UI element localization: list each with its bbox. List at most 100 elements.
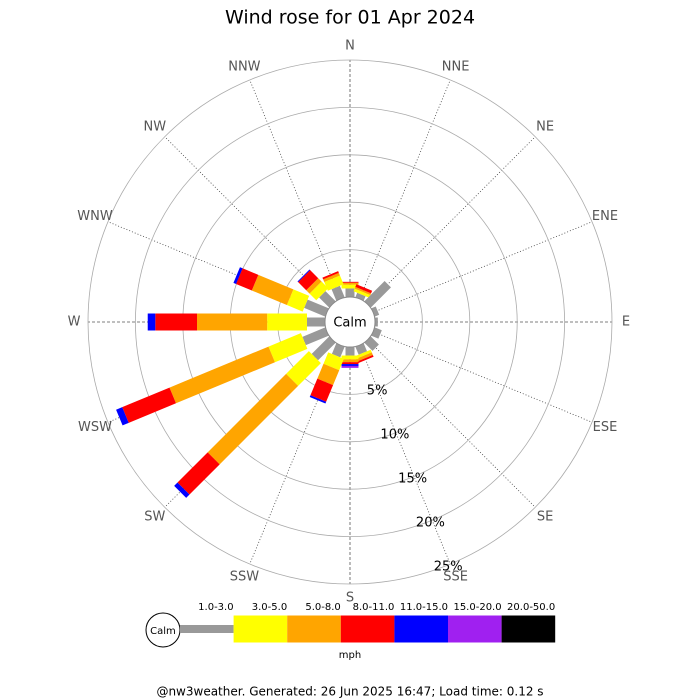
legend-label: 1.0-3.0 bbox=[198, 602, 233, 613]
r-tick-label: 20% bbox=[416, 515, 445, 530]
bar-segment bbox=[298, 270, 319, 291]
legend-swatch bbox=[340, 615, 395, 643]
spoke bbox=[359, 79, 451, 300]
direction-label: SSE bbox=[443, 569, 468, 584]
bar-segment bbox=[341, 359, 359, 363]
bar-segment bbox=[306, 278, 322, 294]
bar-segment bbox=[251, 274, 294, 306]
direction-label: ESE bbox=[593, 420, 618, 435]
bar-segment bbox=[341, 284, 359, 289]
legend-label: 11.0-15.0 bbox=[400, 602, 448, 613]
bar-segment bbox=[357, 354, 374, 364]
calm-label: Calm bbox=[333, 316, 366, 331]
legend-swatch bbox=[448, 615, 502, 643]
bar-segment bbox=[322, 271, 339, 280]
direction-label: SW bbox=[144, 510, 165, 525]
bar-segment bbox=[355, 292, 366, 301]
bar-segment bbox=[286, 351, 321, 386]
direction-label: E bbox=[622, 315, 630, 330]
legend-label: 5.0-8.0 bbox=[305, 602, 340, 613]
bar-segment bbox=[323, 352, 344, 371]
direction-label: W bbox=[68, 315, 81, 330]
r-tick-label: 25% bbox=[434, 559, 463, 574]
bar-segment bbox=[341, 365, 359, 368]
bar-segment bbox=[310, 378, 334, 402]
legend-calm-label: Calm bbox=[150, 626, 176, 637]
direction-label: NW bbox=[144, 119, 167, 134]
bar-segment bbox=[304, 299, 329, 317]
bar-segment bbox=[309, 281, 329, 301]
legend-label: 15.0-20.0 bbox=[453, 602, 501, 613]
bar-segment bbox=[341, 362, 359, 365]
direction-label: WSW bbox=[78, 420, 112, 435]
bar-segment bbox=[364, 336, 379, 351]
direction-label: NNW bbox=[228, 60, 260, 75]
bar-segment bbox=[177, 452, 220, 495]
direction-label: SSW bbox=[230, 569, 260, 584]
grid-ring bbox=[87, 59, 613, 585]
spoke bbox=[367, 339, 536, 508]
bar-segment bbox=[286, 289, 310, 312]
legend-swatch bbox=[394, 615, 448, 643]
spoke bbox=[367, 136, 536, 305]
chart-title: Wind rose for 01 Apr 2024 bbox=[225, 7, 475, 29]
spoke bbox=[359, 344, 451, 565]
bar-segment bbox=[267, 313, 307, 331]
bar-segment bbox=[341, 364, 359, 366]
r-tick-label: 15% bbox=[398, 472, 427, 487]
bar-segment bbox=[309, 395, 327, 404]
direction-label: WNW bbox=[77, 209, 113, 224]
bar-segment bbox=[306, 317, 325, 327]
bar-segment bbox=[341, 282, 359, 285]
bar-segment bbox=[323, 272, 340, 283]
legend-unit: mph bbox=[339, 650, 361, 661]
bar-segment bbox=[317, 363, 340, 386]
spoke bbox=[249, 79, 341, 300]
legend-label: 3.0-5.0 bbox=[252, 602, 287, 613]
bar-segment bbox=[364, 281, 391, 308]
r-tick-label: 5% bbox=[367, 384, 388, 399]
r-tick-label: 10% bbox=[380, 428, 409, 443]
legend-swatch bbox=[287, 615, 341, 643]
bar-segment bbox=[374, 317, 378, 327]
bar-segment bbox=[207, 373, 299, 465]
legend-swatch bbox=[501, 615, 556, 643]
bar-segment bbox=[233, 267, 243, 285]
bar-segment bbox=[319, 291, 336, 308]
bar-segment bbox=[341, 281, 359, 283]
bar-segment bbox=[331, 285, 345, 301]
bar-segment bbox=[354, 349, 372, 359]
bar-segment bbox=[116, 407, 129, 426]
bar-segment bbox=[197, 313, 268, 331]
bar-segment bbox=[341, 355, 359, 360]
bar-segment bbox=[345, 288, 355, 297]
bar-segment bbox=[371, 306, 380, 317]
bar-segment bbox=[147, 313, 156, 331]
legend-swatch bbox=[180, 625, 234, 633]
bar-segment bbox=[302, 327, 329, 346]
bar-segment bbox=[345, 347, 355, 356]
direction-label: SE bbox=[537, 510, 553, 525]
footer: @nw3weather. Generated: 26 Jun 2025 16:4… bbox=[156, 685, 543, 699]
bar-segment bbox=[355, 343, 367, 355]
bar-segment bbox=[354, 286, 372, 296]
bar-segment bbox=[169, 346, 275, 404]
direction-label: ENE bbox=[592, 209, 618, 224]
bar-segment bbox=[311, 336, 336, 361]
legend-swatch bbox=[233, 615, 288, 643]
spoke bbox=[372, 221, 593, 313]
bar-segment bbox=[122, 387, 177, 423]
bar-segment bbox=[236, 268, 259, 291]
direction-label: NE bbox=[536, 119, 554, 134]
bar-segment bbox=[297, 269, 311, 283]
calm-circle bbox=[324, 296, 376, 348]
legend-label: 8.0-11.0 bbox=[353, 602, 395, 613]
bar-segment bbox=[356, 352, 373, 362]
legend-label: 20.0-50.0 bbox=[507, 602, 555, 613]
bar-segment bbox=[331, 343, 345, 358]
bar-segment bbox=[155, 313, 198, 331]
direction-label: NNE bbox=[442, 60, 470, 75]
bar-segment bbox=[268, 333, 308, 363]
bar-segment bbox=[324, 275, 344, 291]
